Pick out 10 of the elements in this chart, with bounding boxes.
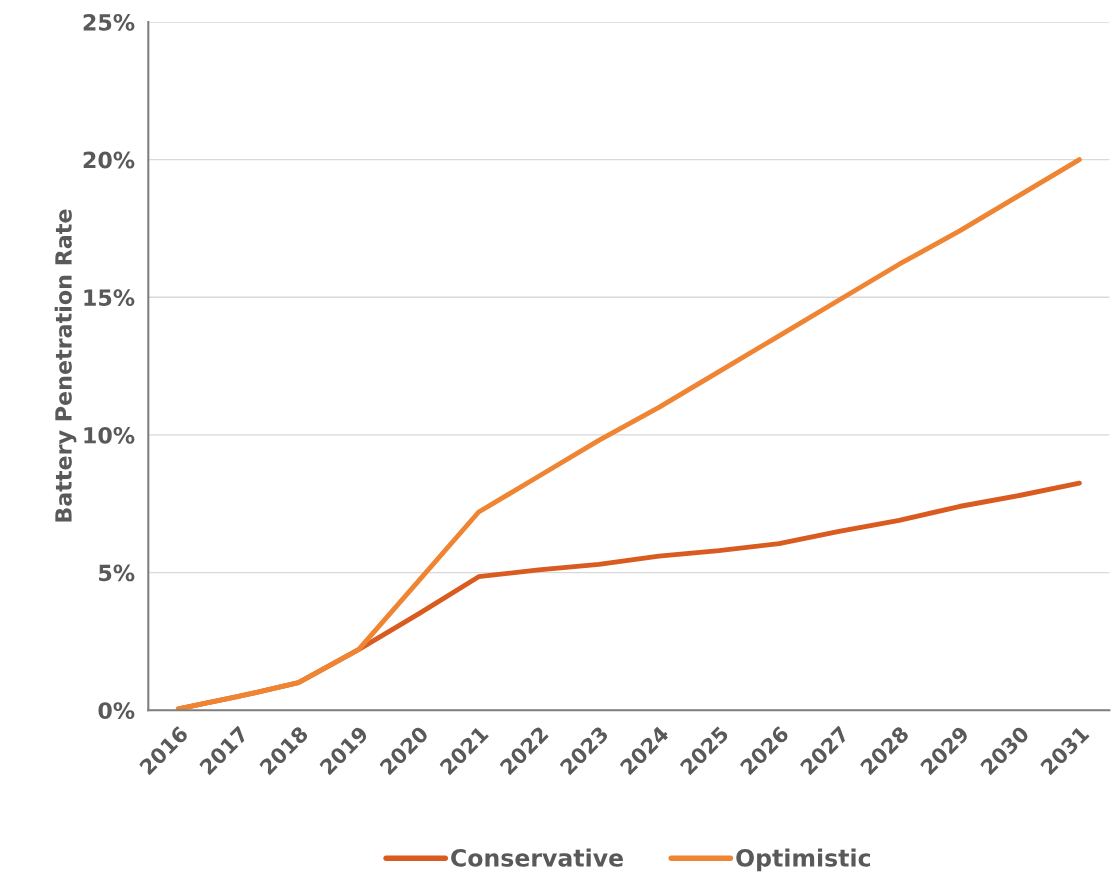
y-tick-label: 25% (83, 13, 135, 31)
y-axis-title: Battery Penetration Rate (54, 209, 77, 522)
y-tick-label: 15% (84, 289, 135, 307)
legend-label: Optimistic (736, 848, 870, 872)
y-tick-label: 0% (98, 702, 135, 719)
y-tick-label: 5% (99, 564, 135, 582)
y-tick-label: 20% (83, 151, 135, 169)
y-tick-label: 10% (84, 426, 135, 444)
line-series (175, 157, 1082, 711)
legend-label: Conservative (451, 848, 623, 867)
